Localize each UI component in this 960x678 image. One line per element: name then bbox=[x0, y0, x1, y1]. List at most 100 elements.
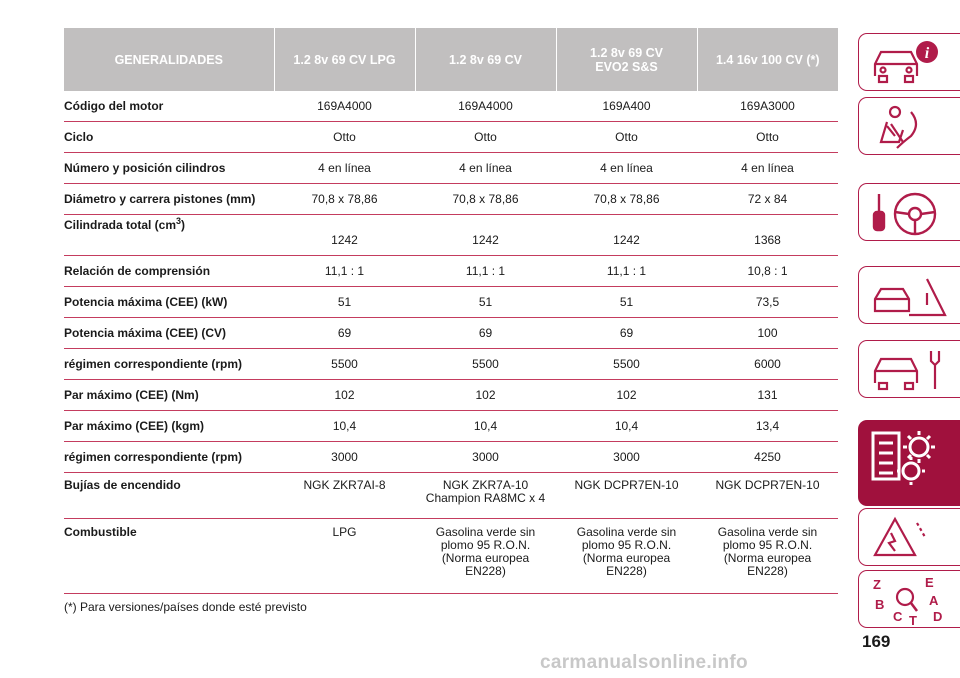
cell: 11,1 : 1 bbox=[556, 255, 697, 287]
warning-triangle-icon bbox=[873, 516, 926, 557]
cell: Otto bbox=[274, 121, 415, 153]
row-label: Par máximo (CEE) (kgm) bbox=[64, 410, 274, 442]
warning-triangle-car-icon bbox=[873, 278, 947, 317]
cell: 4 en línea bbox=[274, 152, 415, 184]
table-row: Potencia máxima (CEE) (kW) 51 51 51 73,5 bbox=[64, 286, 838, 318]
row-label: Par máximo (CEE) (Nm) bbox=[64, 379, 274, 411]
table-row: Combustible LPG Gasolina verde sin plomo… bbox=[64, 518, 838, 594]
cell: 169A3000 bbox=[697, 91, 838, 122]
row-label: Bujías de encendido bbox=[64, 472, 274, 519]
cell: 1242 bbox=[415, 214, 556, 256]
cell: 5500 bbox=[274, 348, 415, 380]
table-row: Ciclo Otto Otto Otto Otto bbox=[64, 121, 838, 153]
tab-maintenance[interactable] bbox=[858, 340, 960, 398]
tab-technical-data[interactable] bbox=[858, 420, 960, 506]
header-evo2: 1.2 8v 69 CV EVO2 S&S bbox=[556, 28, 698, 91]
index-letter: E bbox=[925, 575, 934, 590]
cell: 51 bbox=[556, 286, 697, 318]
airbag-passenger-icon bbox=[879, 105, 918, 149]
cell: 70,8 x 78,86 bbox=[556, 183, 697, 215]
header-lpg: 1.2 8v 69 CV LPG bbox=[274, 28, 416, 91]
cell: 4 en línea bbox=[556, 152, 697, 184]
tab-emergency[interactable] bbox=[858, 266, 960, 324]
tab-car-info[interactable]: i bbox=[858, 33, 960, 91]
cell: LPG bbox=[274, 518, 415, 594]
table-row: Bujías de encendido NGK ZKR7AI-8 NGK ZKR… bbox=[64, 472, 838, 519]
table-row: Diámetro y carrera pistones (mm) 70,8 x … bbox=[64, 183, 838, 215]
cell: 72 x 84 bbox=[697, 183, 838, 215]
car-info-icon: i bbox=[873, 41, 938, 84]
cell: 13,4 bbox=[697, 410, 838, 442]
cell: 3000 bbox=[415, 441, 556, 473]
cell: 169A4000 bbox=[274, 91, 415, 122]
cell: NGK ZKR7A-10 Champion RA8MC x 4 bbox=[415, 472, 556, 519]
cell: 1242 bbox=[556, 214, 697, 256]
index-letter: Z bbox=[873, 577, 881, 592]
cell: 5500 bbox=[415, 348, 556, 380]
cell: 1242 bbox=[274, 214, 415, 256]
cell: 4250 bbox=[697, 441, 838, 473]
index-letter: C bbox=[893, 609, 903, 624]
technical-data-gear-icon bbox=[871, 431, 935, 485]
cell: 10,8 : 1 bbox=[697, 255, 838, 287]
steering-wheel-key-icon bbox=[872, 192, 937, 236]
row-label: Ciclo bbox=[64, 121, 274, 153]
row-label-text: Cilindrada total (cm bbox=[64, 218, 177, 232]
row-label: Número y posición cilindros bbox=[64, 152, 274, 184]
cell: NGK DCPR7EN-10 bbox=[697, 472, 838, 519]
table-row: Par máximo (CEE) (kgm) 10,4 10,4 10,4 13… bbox=[64, 410, 838, 442]
page-number: 169 bbox=[862, 632, 891, 651]
header-generalidades: GENERALIDADES bbox=[64, 28, 275, 91]
table-row: régimen correspondiente (rpm) 5500 5500 … bbox=[64, 348, 838, 380]
cell: 169A400 bbox=[556, 91, 697, 122]
index-letter: A bbox=[929, 593, 939, 608]
tab-starting-driving[interactable] bbox=[858, 183, 960, 241]
engine-specs-table: GENERALIDADES 1.2 8v 69 CV LPG 1.2 8v 69… bbox=[64, 28, 838, 594]
tab-multimedia[interactable] bbox=[858, 508, 960, 566]
cell: NGK DCPR7EN-10 bbox=[556, 472, 697, 519]
cell: 1368 bbox=[697, 214, 838, 256]
tab-safety[interactable] bbox=[858, 97, 960, 155]
cell: 70,8 x 78,86 bbox=[274, 183, 415, 215]
cell: Gasolina verde sin plomo 95 R.O.N. (Norm… bbox=[556, 518, 697, 594]
cell: 102 bbox=[274, 379, 415, 411]
cell: 5500 bbox=[556, 348, 697, 380]
cell: 10,4 bbox=[556, 410, 697, 442]
row-label: régimen correspondiente (rpm) bbox=[64, 348, 274, 380]
cell: Otto bbox=[415, 121, 556, 153]
cell: 51 bbox=[274, 286, 415, 318]
row-label: Relación de comprensión bbox=[64, 255, 274, 287]
svg-text:i: i bbox=[925, 45, 930, 62]
table-row: Potencia máxima (CEE) (CV) 69 69 69 100 bbox=[64, 317, 838, 349]
cell: Gasolina verde sin plomo 95 R.O.N. (Norm… bbox=[697, 518, 838, 594]
cell: 73,5 bbox=[697, 286, 838, 318]
row-label: Código del motor bbox=[64, 91, 274, 122]
cell: 102 bbox=[415, 379, 556, 411]
header-100cv: 1.4 16v 100 CV (*) bbox=[697, 28, 838, 91]
alphabetical-index-icon: Z E B A C T D bbox=[873, 575, 942, 627]
cell: 69 bbox=[415, 317, 556, 349]
cell: 51 bbox=[415, 286, 556, 318]
cell: 100 bbox=[697, 317, 838, 349]
cell: 69 bbox=[274, 317, 415, 349]
cell: 3000 bbox=[556, 441, 697, 473]
cell: 11,1 : 1 bbox=[415, 255, 556, 287]
row-label: Potencia máxima (CEE) (kW) bbox=[64, 286, 274, 318]
cell: 70,8 x 78,86 bbox=[415, 183, 556, 215]
table-row: Par máximo (CEE) (Nm) 102 102 102 131 bbox=[64, 379, 838, 411]
cell: 69 bbox=[556, 317, 697, 349]
cell: 11,1 : 1 bbox=[274, 255, 415, 287]
cell: Otto bbox=[697, 121, 838, 153]
cell: 10,4 bbox=[415, 410, 556, 442]
header-69cv: 1.2 8v 69 CV bbox=[415, 28, 557, 91]
table-row: Cilindrada total (cm3) 1242 1242 1242 13… bbox=[64, 214, 838, 256]
row-label-suffix: ) bbox=[181, 218, 186, 232]
tab-alphabetical-index[interactable]: Z E B A C T D bbox=[858, 570, 960, 628]
watermark: carmanualsonline.info bbox=[540, 652, 748, 673]
table-row: Código del motor 169A4000 169A4000 169A4… bbox=[64, 91, 838, 122]
row-label: Cilindrada total (cm3) bbox=[64, 214, 274, 256]
row-label: Combustible bbox=[64, 518, 274, 594]
index-letter: T bbox=[909, 613, 917, 627]
row-label: Potencia máxima (CEE) (CV) bbox=[64, 317, 274, 349]
cell: 102 bbox=[556, 379, 697, 411]
